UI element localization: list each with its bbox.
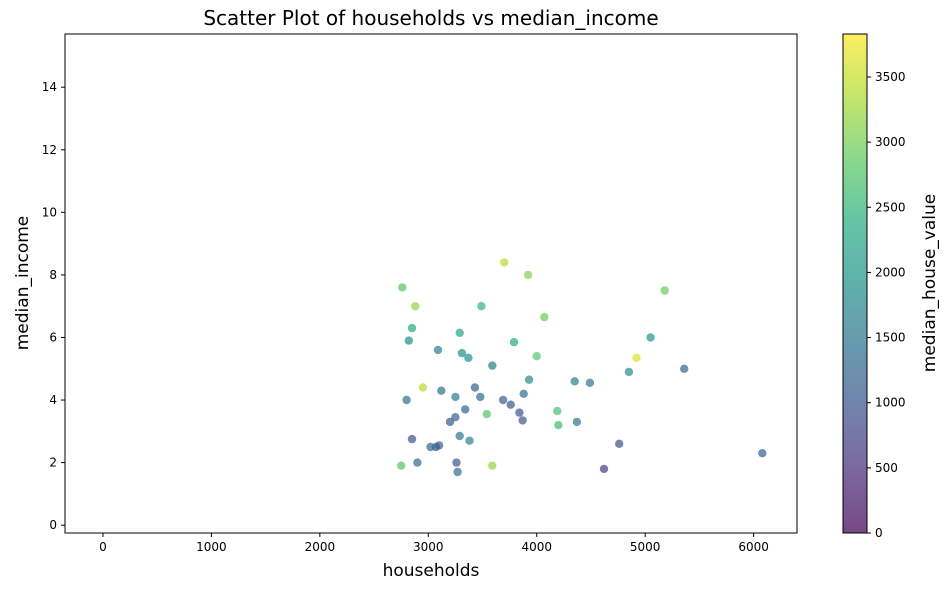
scatter-point [437,386,446,395]
scatter-point [426,442,435,452]
scatter-point [445,417,455,427]
scatter-point [646,333,655,342]
colorbar-tick-label: 2000 [875,265,906,279]
y-tick-label: 12 [42,143,57,157]
scatter-point [397,461,406,470]
chart-title: Scatter Plot of households vs median_inc… [203,6,658,30]
y-tick-label: 6 [49,330,57,344]
scatter-point [451,392,460,402]
scatter-point [398,283,407,292]
colorbar-tick-label: 3000 [875,135,906,149]
colorbar-tick-label: 500 [875,461,898,475]
x-tick-label: 1000 [196,540,227,554]
scatter-point [461,405,470,414]
scatter-point [523,270,533,280]
scatter-point [433,345,443,355]
scatter-point [455,328,464,337]
scatter-point [413,458,422,467]
scatter-point [470,383,480,392]
x-tick-label: 3000 [413,540,444,554]
points-layer [397,258,767,477]
x-tick-label: 5000 [630,540,661,554]
x-tick-label: 6000 [738,540,769,554]
scatter-point [404,336,413,345]
scatter-point [488,361,497,370]
colorbar-tick-label: 3500 [875,70,906,84]
scatter-point [488,461,497,470]
scatter-point [453,467,462,477]
scatter-point [632,353,641,362]
scatter-point [624,367,634,377]
y-tick-label: 10 [42,205,57,219]
scatter-point [519,389,528,398]
x-axis: 0 1000 2000 3000 4000 5000 6000 [99,533,769,554]
scatter-point [532,352,541,361]
scatter-point [615,439,624,448]
scatter-point [407,434,417,444]
scatter-point [553,406,562,416]
colorbar [843,34,867,533]
scatter-point [455,431,464,441]
scatter-point [515,408,524,417]
scatter-point [680,364,689,373]
y-axis-label: median_income [13,216,33,351]
x-axis-label: households [383,561,480,581]
y-tick-label: 2 [49,456,57,470]
scatter-point [660,286,669,295]
scatter-point [476,392,485,402]
scatter-point [506,400,515,409]
scatter-point [524,375,534,384]
scatter-point [451,413,460,422]
scatter-point [518,416,527,425]
scatter-point [540,312,549,322]
y-tick-label: 4 [49,393,57,407]
colorbar-label: median_house_value [920,194,940,372]
scatter-point [554,420,563,430]
scatter-point [482,409,491,419]
scatter-point [500,258,509,267]
x-tick-label: 0 [99,540,107,554]
colorbar-tick-label: 2500 [875,200,906,214]
scatter-point [452,458,461,467]
colorbar-axis: 0 500 1000 1500 2000 2500 3000 3500 [867,70,906,540]
y-axis: 0 2 4 6 8 10 12 14 [42,80,65,532]
scatter-point [509,338,519,347]
scatter-point [418,383,428,392]
scatter-point [407,323,417,333]
scatter-point [572,417,582,427]
scatter-point [465,436,474,445]
scatter-point [585,378,595,387]
colorbar-frame [842,33,868,534]
scatter-point [411,302,420,311]
colorbar-tick-label: 0 [875,526,883,540]
scatter-point [477,302,486,311]
scatter-point [599,464,609,474]
y-tick-label: 0 [49,518,57,532]
plot-frame [64,33,798,534]
scatter-point [457,348,467,358]
x-tick-label: 4000 [521,540,552,554]
scatter-point [570,377,579,386]
colorbar-tick-label: 1500 [875,331,906,345]
x-tick-label: 2000 [305,540,336,554]
colorbar-tick-label: 1000 [875,396,906,410]
scatter-point [402,395,411,405]
y-tick-label: 8 [49,268,57,282]
scatter-point [464,353,473,362]
scatter-point [498,395,508,405]
scatter-point [758,449,767,458]
y-tick-label: 14 [42,80,57,94]
